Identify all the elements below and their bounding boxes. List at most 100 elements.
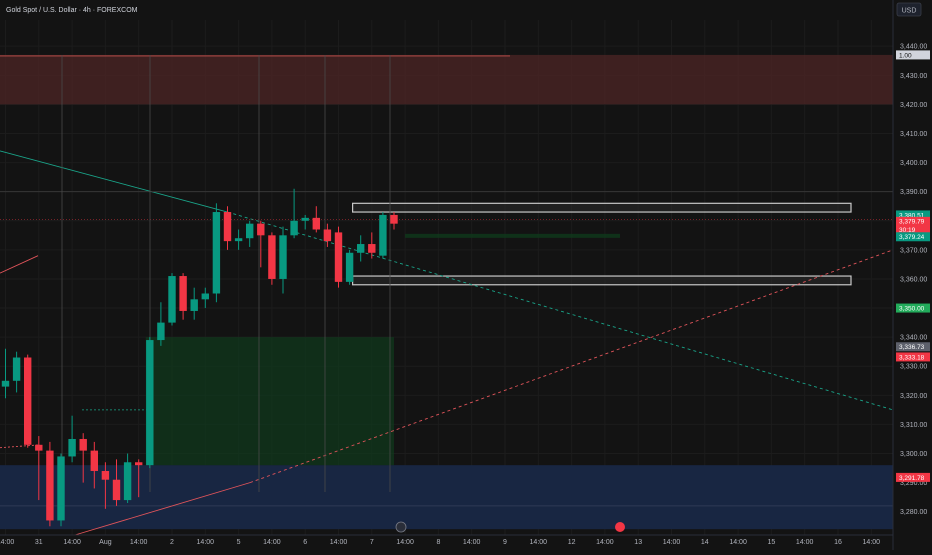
time-tick-label: 5: [237, 539, 241, 546]
candle-body: [368, 244, 376, 253]
candle-body: [112, 479, 121, 501]
candle-body: [212, 212, 221, 294]
time-tick-label: 7: [370, 539, 374, 546]
zone-layer: [0, 54, 893, 530]
time-tick-label: 14:00: [463, 539, 481, 546]
price-tag-label: 3,291.78: [899, 475, 925, 482]
time-tick-label: 14:00: [197, 539, 215, 546]
time-tick-label: 31: [35, 539, 43, 546]
candle-body: [201, 293, 209, 300]
candle-body: [101, 470, 110, 480]
time-tick-label: 15: [768, 539, 776, 546]
currency-button[interactable]: USD: [896, 2, 922, 17]
time-tick-label: 2: [170, 539, 174, 546]
candle-body: [90, 450, 98, 471]
short-red-line: [0, 255, 39, 274]
candle-body: [179, 276, 187, 311]
candle-body: [46, 450, 54, 521]
price-tag-background: [896, 50, 930, 60]
candle-body: [223, 212, 232, 242]
price-tick-label: 3,290.00: [900, 480, 927, 487]
time-tick-label: 14:00: [530, 539, 548, 546]
candle-body: [1, 380, 10, 387]
time-tick-label: 14:00: [0, 539, 14, 546]
economic-event-icon: [615, 522, 625, 532]
ascending-trendline-solid: [74, 482, 251, 536]
candle-body: [290, 220, 298, 236]
candle-body: [279, 235, 287, 279]
candle-body: [257, 223, 265, 236]
demand-zone: [0, 465, 893, 530]
price-tag-label: 3,379.79: [899, 219, 925, 226]
candle-body: [57, 456, 65, 521]
price-tick-label: 3,310.00: [900, 422, 927, 429]
price-tick-label: 3,340.00: [900, 335, 927, 342]
price-tag-background: [896, 303, 930, 313]
candle-body: [79, 438, 87, 451]
time-tick-label: 16: [834, 539, 842, 546]
time-tick-label: 14:00: [863, 539, 881, 546]
price-tick-label: 3,430.00: [900, 73, 927, 80]
price-tag-background: [896, 210, 930, 220]
candle-body: [135, 462, 143, 466]
candle-body: [312, 217, 320, 230]
time-tick-label: 8: [436, 539, 440, 546]
candle-body: [234, 238, 243, 242]
price-tag-label: 3,333.18: [899, 354, 925, 361]
candle-body: [323, 229, 332, 242]
price-tick-label: 3,440.00: [900, 44, 927, 51]
time-tick-label: 14:00: [729, 539, 747, 546]
price-tick-label: 3,390.00: [900, 189, 927, 196]
supply-zone: [0, 54, 893, 105]
price-tag-background: [896, 472, 930, 482]
time-axis[interactable]: 14:00 31 14:00 Aug 14:00 2 14:00 5 14:00 6 14:00 7 1…: [0, 521, 893, 546]
descending-trendline-solid: [0, 150, 228, 213]
price-tick-label: 3,360.00: [900, 276, 927, 283]
time-tick-label: 14:00: [263, 539, 281, 546]
short-red-dashed-line: [0, 444, 41, 449]
price-axis[interactable]: 3,440.00 3,430.00 3,420.00 3,410.00 3,400.00…: [892, 0, 932, 550]
long-position-target-zone: [145, 337, 394, 466]
candle-body: [68, 438, 76, 457]
small-green-zone: [405, 233, 620, 238]
price-tag-label: 3,350.00: [899, 305, 925, 312]
price-tick-label: 3,300.00: [900, 451, 927, 458]
candle-body: [301, 217, 309, 221]
price-tick-label: 3,280.00: [900, 509, 927, 516]
time-tick-label: 9: [503, 539, 507, 546]
time-tick-label: 14:00: [130, 539, 148, 546]
drawing-layer: [0, 55, 894, 536]
price-tick-label: 3,330.00: [900, 364, 927, 371]
candle-body: [12, 357, 21, 381]
price-tag-background: [896, 342, 930, 352]
time-tick-label: 14:00: [63, 539, 81, 546]
price-tick-label: 3,410.00: [900, 131, 927, 138]
candle-body: [35, 444, 43, 451]
price-tick-label: 3,420.00: [900, 102, 927, 109]
candle-body: [246, 223, 254, 239]
time-tick-label: 14: [701, 539, 709, 546]
support-box: [352, 275, 852, 286]
time-tick-label: 14:00: [663, 539, 681, 546]
time-tick-label: 14:00: [796, 539, 814, 546]
price-tag-background: [896, 216, 930, 226]
flash-event-icon: [395, 521, 407, 533]
price-tag-label: 30:19: [899, 227, 916, 234]
currency-button-label: USD: [902, 8, 917, 15]
candle-layer: [1, 188, 398, 527]
candle-body: [334, 232, 343, 282]
price-tag-label: 3,380.51: [899, 212, 925, 219]
price-tick-label: 3,320.00: [900, 393, 927, 400]
price-tag-label: 3,336.73: [899, 344, 925, 351]
candle-body: [379, 214, 387, 256]
time-tick-label: 14:00: [396, 539, 414, 546]
candle-body: [190, 299, 198, 311]
time-tick-label: 12: [568, 539, 576, 546]
price-tick-label: 3,370.00: [900, 247, 927, 254]
candle-body: [390, 214, 398, 224]
price-tag-label: 3,379.24: [899, 234, 925, 241]
candle-body: [146, 340, 154, 466]
